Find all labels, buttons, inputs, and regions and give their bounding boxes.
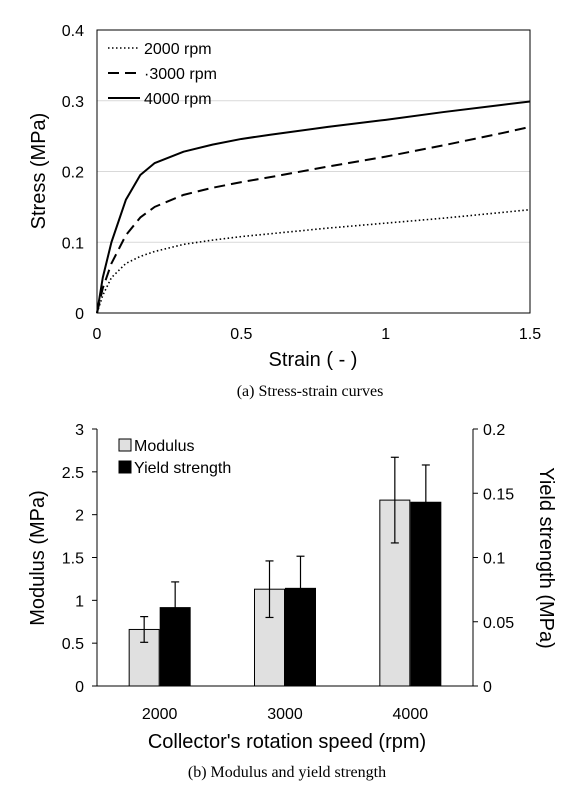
legend-label: 4000 rpm <box>144 91 212 108</box>
stress-strain-chart: 0 0.1 0.2 0.3 0.4 0 0.5 1 1.5 2000 rpm ·3000 rpm 4… <box>28 23 541 400</box>
series-lines <box>96 100 531 314</box>
y-tick-label: 0 <box>75 306 84 323</box>
x-tick-label: 2000 <box>142 706 178 723</box>
x-axis-title: Strain ( - ) <box>269 349 358 371</box>
series-line-3000-rpm <box>96 125 531 314</box>
y-tick-label: 3 <box>75 422 84 439</box>
plot-frame <box>96 29 531 314</box>
series-line-2000-rpm <box>96 208 531 314</box>
x-tick-label: 0.5 <box>230 326 252 343</box>
series-line-4000-rpm <box>96 100 531 314</box>
y-tick-label: 0.2 <box>62 165 84 182</box>
y-right-tick-label: 0.1 <box>483 551 505 568</box>
x-tick-label: 1.5 <box>519 326 541 343</box>
legend-swatch <box>118 460 132 474</box>
y-tick-label: 0.4 <box>62 23 84 40</box>
legend: 2000 rpm ·3000 rpm 4000 rpm <box>108 41 217 108</box>
x-tick-label: 3000 <box>267 706 303 723</box>
legend-label: 2000 rpm <box>144 41 212 58</box>
legend-label: Modulus <box>134 438 194 455</box>
caption-b: (b) Modulus and yield strength <box>188 764 386 781</box>
y-tick-label: 0.5 <box>62 636 84 653</box>
modulus-yield-chart: 0 0.5 1 1.5 2 2.5 3 0 0.05 0.1 0.15 0.2 2000 3000 4000… <box>27 422 557 781</box>
y-tick-label: 1.5 <box>62 551 84 568</box>
gridlines <box>97 100 530 243</box>
y-tick-label: 0.1 <box>62 235 84 252</box>
y-axis-title-right: Yield strength (MPa) <box>535 467 557 649</box>
x-axis-title: Collector's rotation speed (rpm) <box>148 731 426 753</box>
y-right-tick-label: 0.2 <box>483 422 505 439</box>
x-tick-label: 0 <box>93 326 102 343</box>
legend: Modulus Yield strength <box>118 438 231 477</box>
tick-labels: 0 0.1 0.2 0.3 0.4 0 0.5 1 1.5 <box>62 23 541 343</box>
y-tick-label: 1 <box>75 593 84 610</box>
legend-label: ·3000 rpm <box>144 66 217 83</box>
y-tick-label: 2 <box>75 508 84 525</box>
legend-swatch <box>118 438 132 452</box>
x-tick-label: 4000 <box>393 706 429 723</box>
bars <box>128 456 442 687</box>
legend-label: Yield strength <box>134 460 231 477</box>
y-axis-title: Stress (MPa) <box>28 113 50 230</box>
y-tick-label: 2.5 <box>62 465 84 482</box>
y-right-tick-label: 0.15 <box>483 486 514 503</box>
caption-a: (a) Stress-strain curves <box>237 383 384 400</box>
y-axis-title-left: Modulus (MPa) <box>27 490 49 626</box>
bar-modulus <box>379 499 411 687</box>
tick-labels: 0 0.5 1 1.5 2 2.5 3 0 0.05 0.1 0.15 0.2 2000 3000 4000 <box>62 422 514 723</box>
y-right-tick-label: 0 <box>483 679 492 696</box>
y-tick-label: 0 <box>75 679 84 696</box>
x-tick-label: 1 <box>381 326 390 343</box>
y-right-tick-label: 0.05 <box>483 615 514 632</box>
y-tick-label: 0.3 <box>62 94 84 111</box>
